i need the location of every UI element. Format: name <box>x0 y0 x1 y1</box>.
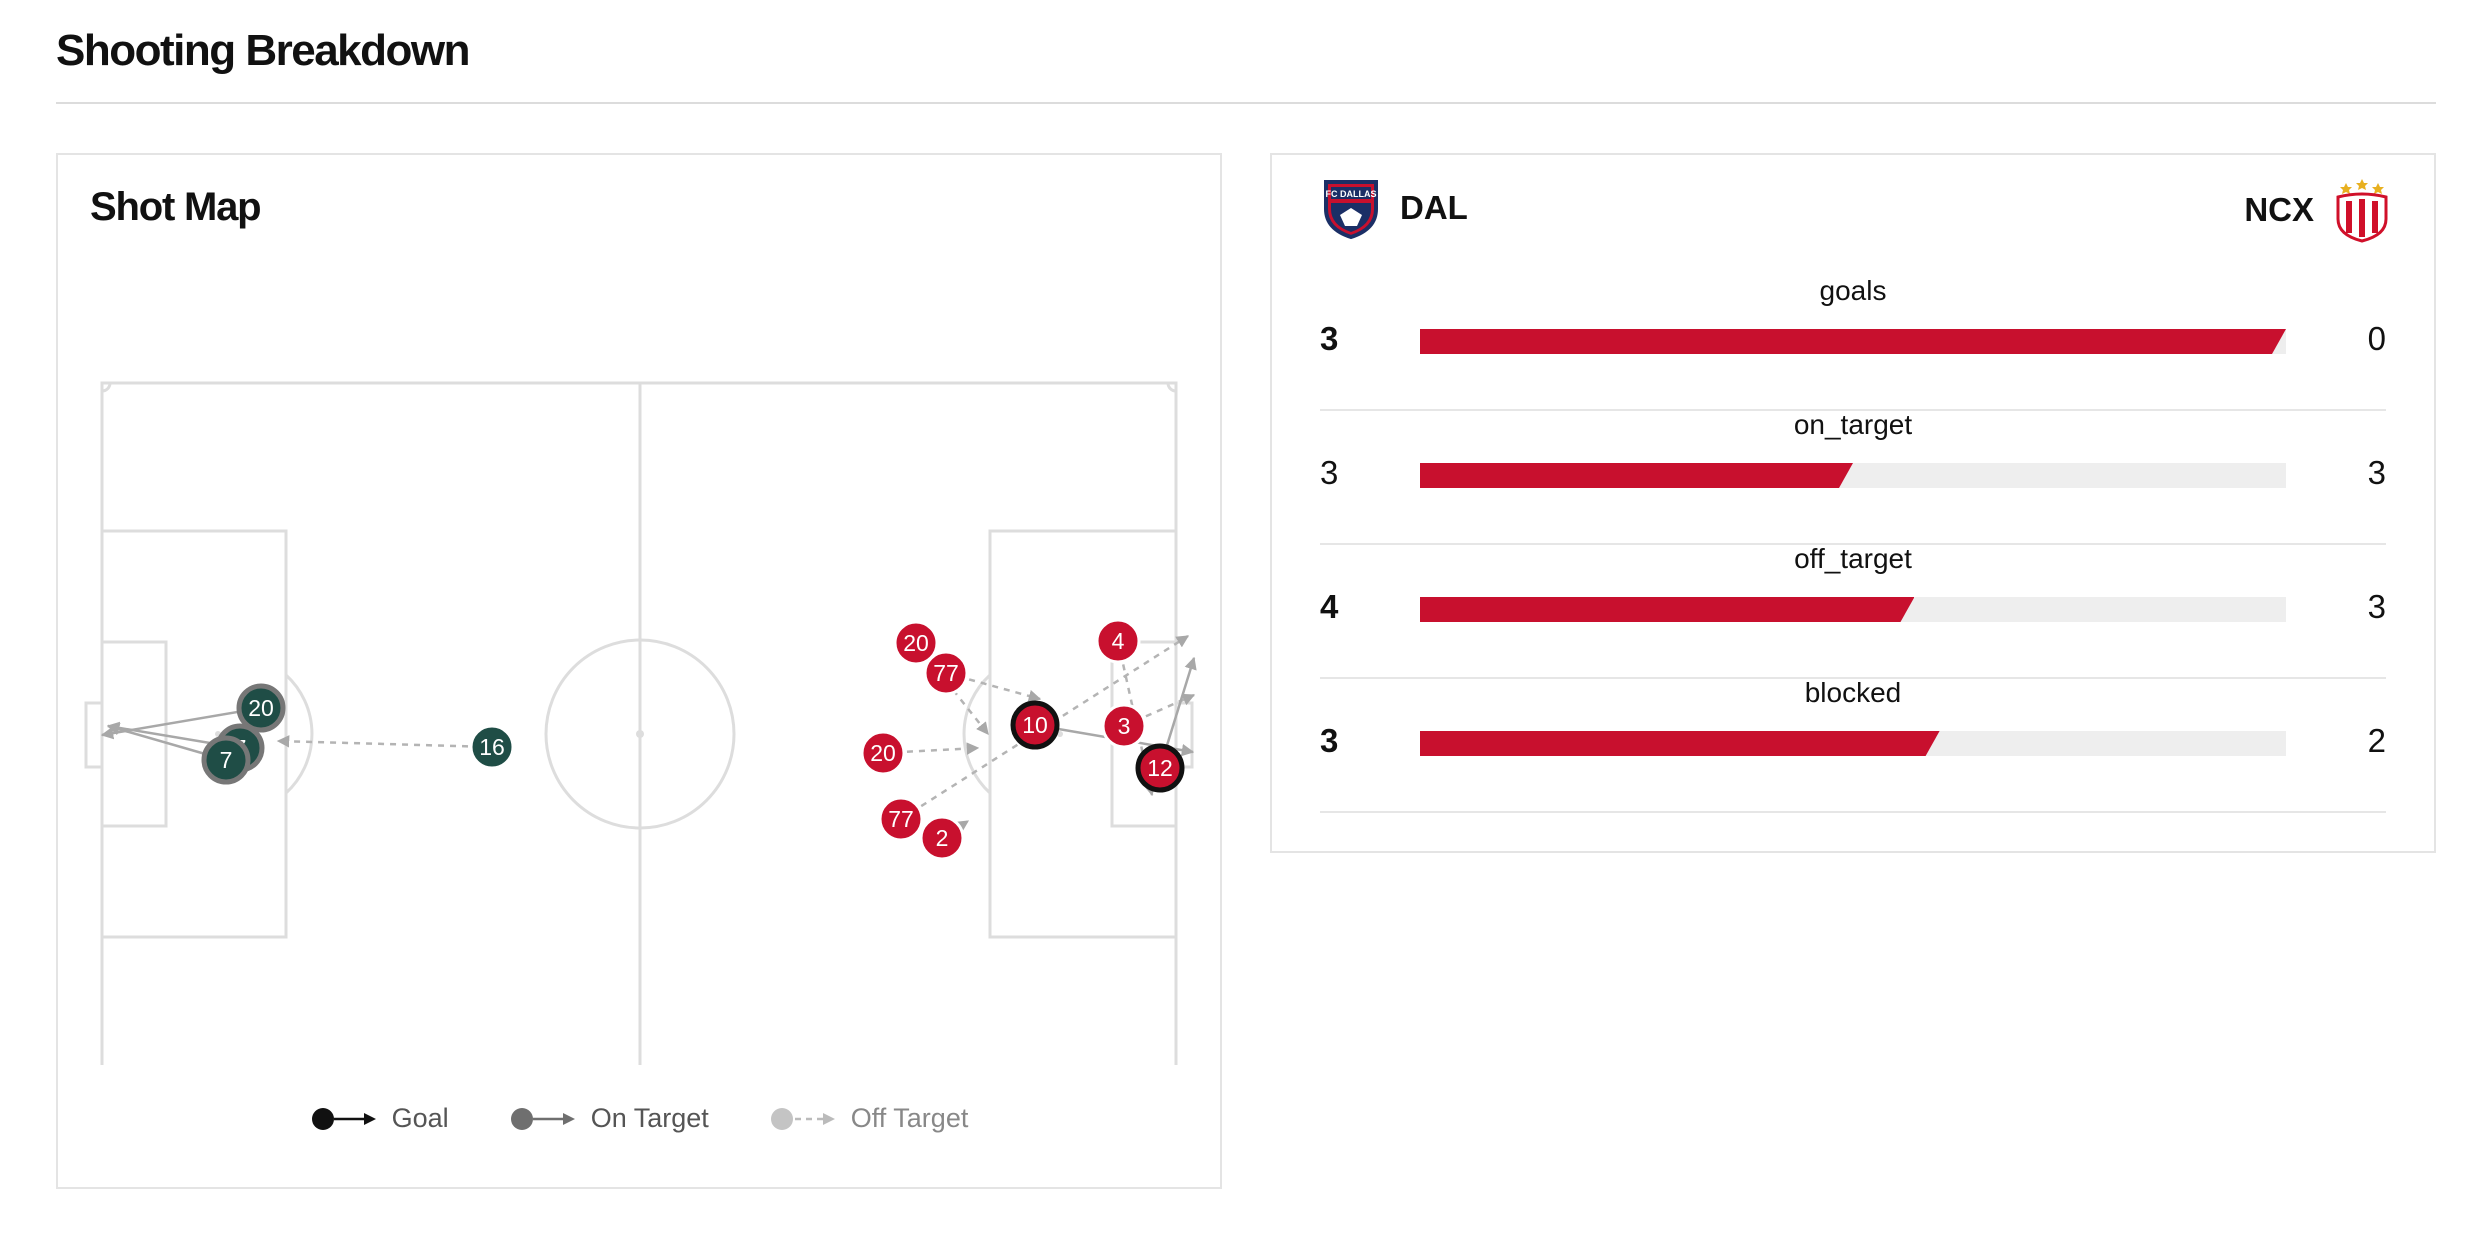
shot-map-title: Shot Map <box>90 185 262 229</box>
svg-text:FC DALLAS: FC DALLAS <box>1326 189 1377 199</box>
home-team-abbr: DAL <box>1400 189 1468 226</box>
stat-bar-track <box>1420 329 2286 354</box>
shot-player-number: 2 <box>936 825 949 851</box>
off-target-marker-icon <box>770 1107 835 1130</box>
shot-marker-home[interactable]: 10 <box>1010 700 1060 750</box>
shot-marker-home[interactable]: 3 <box>1101 703 1147 749</box>
home-share-bar <box>1420 597 1914 622</box>
shot-marker-away[interactable]: 16 <box>469 724 515 770</box>
stat-bar-track <box>1420 731 2286 756</box>
shot-player-number: 10 <box>1022 712 1048 738</box>
shot-marker-circle <box>1095 618 1141 664</box>
pitch: 207716207741032012772 <box>84 381 1197 1065</box>
away-stat-value: 2 <box>2367 722 2386 759</box>
shot-marker-circle <box>860 730 906 776</box>
shot-marker-home[interactable]: 20 <box>860 730 906 776</box>
shot-player-number: 77 <box>888 806 914 832</box>
legend-on-target-label: On Target <box>590 1103 709 1133</box>
shot-marker-circle <box>469 724 515 770</box>
shot-map-card: Shot Map 20771620774103 <box>56 153 1222 1189</box>
shot-marker-circle <box>236 683 286 733</box>
stat-row-blocked: blocked 3 2 <box>1320 677 2386 813</box>
away-stat-value: 0 <box>2367 320 2386 357</box>
stat-label: goals <box>1819 275 1887 306</box>
away-team-header: NCX <box>2244 177 2390 243</box>
legend-off-target: Off Target <box>769 1103 969 1134</box>
home-share-bar <box>1420 463 1853 488</box>
home-stat-value: 3 <box>1320 454 1339 491</box>
penalty-spot <box>1057 731 1063 737</box>
shot-trajectory-arrow <box>1116 640 1156 797</box>
shot-stats-card: FC DALLAS DAL NCX goals 3 0 on_target 3 3 off_… <box>1270 153 2436 853</box>
legend-goal-label: Goal <box>391 1103 449 1133</box>
center-spot <box>636 730 644 738</box>
shot-player-number: 16 <box>479 734 505 760</box>
page-title: Shooting Breakdown <box>56 26 471 75</box>
shot-player-number: 77 <box>933 660 959 686</box>
stat-label: on_target <box>1793 409 1913 440</box>
legend-off-target-label: Off Target <box>850 1103 969 1133</box>
away-stat-value: 3 <box>2367 588 2386 625</box>
on-target-marker-icon <box>510 1107 575 1130</box>
fc-dallas-crest-icon: FC DALLAS <box>1324 180 1378 239</box>
stat-row-goals: goals 3 0 <box>1320 275 2386 411</box>
shot-player-number: 20 <box>903 630 929 656</box>
necaxa-crest-icon <box>2336 179 2388 243</box>
stat-bar-track <box>1420 597 2286 622</box>
away-team-abbr: NCX <box>2244 191 2314 228</box>
shot-marker-circle <box>201 735 251 785</box>
goal-marker-icon <box>311 1107 376 1130</box>
legend-goal: Goal <box>310 1103 449 1134</box>
stat-label: blocked <box>1804 677 1902 708</box>
shot-player-number: 12 <box>1147 755 1173 781</box>
shot-marker-home[interactable]: 77 <box>923 650 969 696</box>
home-team-header: FC DALLAS DAL <box>1322 177 1468 239</box>
shot-player-number: 3 <box>1118 713 1131 739</box>
home-share-bar <box>1420 731 1940 756</box>
home-stat-value: 3 <box>1320 722 1339 759</box>
shot-marker-circle <box>923 650 969 696</box>
shot-marker-home[interactable]: 20 <box>893 620 939 666</box>
stat-row-off-target: off_target 4 3 <box>1320 543 2386 679</box>
shot-marker-home[interactable]: 4 <box>1095 618 1141 664</box>
stat-label: off_target <box>1794 543 1912 574</box>
shot-marker-home[interactable]: 12 <box>1135 743 1185 793</box>
away-stat-value: 3 <box>2367 454 2386 491</box>
stat-bar-track <box>1420 463 2286 488</box>
home-stat-value: 4 <box>1320 588 1339 625</box>
shot-marker-circle <box>878 796 924 842</box>
shot-marker-circle <box>1101 703 1147 749</box>
shot-player-number: 20 <box>248 695 274 721</box>
legend-on-target: On Target <box>509 1103 709 1134</box>
home-share-bar <box>1420 329 2286 354</box>
shot-marker-home[interactable]: 2 <box>919 815 965 861</box>
shot-marker-away[interactable]: 20 <box>236 683 286 733</box>
shot-trajectory-arrow <box>915 642 989 735</box>
shot-marker-circle <box>893 620 939 666</box>
home-stat-value: 3 <box>1320 320 1339 357</box>
shot-marker-circle <box>1135 743 1185 793</box>
shot-player-number: 7 <box>220 747 233 773</box>
shot-marker-away[interactable]: 7 <box>201 735 251 785</box>
shot-player-number: 4 <box>1112 628 1125 654</box>
shot-markers: 207716207741032012772 <box>201 618 1185 861</box>
shot-marker-circle <box>919 815 965 861</box>
title-divider <box>56 102 2436 104</box>
shot-player-number: 20 <box>870 740 896 766</box>
shot-map-legend: Goal On Target Off Target <box>58 1103 1220 1134</box>
shot-marker-circle <box>1010 700 1060 750</box>
shot-marker-home[interactable]: 77 <box>878 796 924 842</box>
stat-row-on-target: on_target 3 3 <box>1320 409 2386 545</box>
